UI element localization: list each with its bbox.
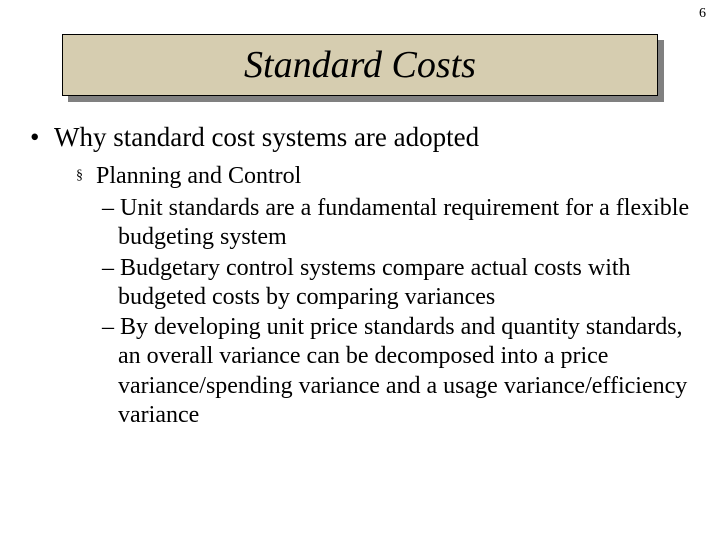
level3-text: Unit standards are a fundamental require… <box>118 195 689 250</box>
level1-text: Why standard cost systems are adopted <box>54 122 479 152</box>
slide-title: Standard Costs <box>244 43 476 87</box>
level2-text: Planning and Control <box>96 163 301 189</box>
bullet-disc-icon: • <box>30 122 54 153</box>
level3-text: Budgetary control systems compare actual… <box>118 255 631 310</box>
level3-text: By developing unit price standards and q… <box>118 314 687 428</box>
page-number: 6 <box>699 6 706 22</box>
title-container: Standard Costs <box>62 34 658 96</box>
title-box: Standard Costs <box>62 34 658 96</box>
bullet-dash-icon: – <box>102 255 114 281</box>
bullet-dash-icon: – <box>102 314 114 340</box>
bullet-level3: – By developing unit price standards and… <box>102 313 690 430</box>
bullet-level3: – Budgetary control systems compare actu… <box>102 254 690 313</box>
bullet-level3: – Unit standards are a fundamental requi… <box>102 194 690 253</box>
bullet-level1: •Why standard cost systems are adopted <box>30 122 690 153</box>
bullet-dash-icon: – <box>102 195 114 221</box>
bullet-level2: §Planning and Control <box>76 163 690 190</box>
content-area: •Why standard cost systems are adopted §… <box>30 122 690 430</box>
bullet-square-icon: § <box>76 168 96 184</box>
